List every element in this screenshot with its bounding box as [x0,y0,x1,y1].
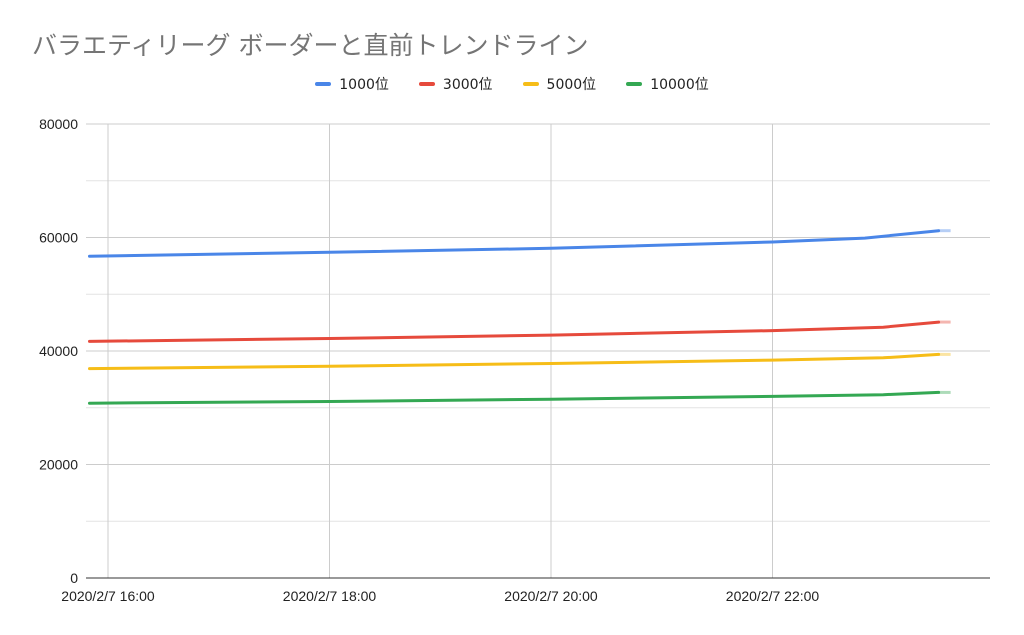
y-tick-label: 80000 [39,116,78,132]
y-tick-label: 20000 [39,457,78,473]
legend-item-2: 3000位 [418,74,493,94]
legend-item-1: 1000位 [315,74,389,94]
series-line-3 [88,352,941,371]
legend: 1000位 3000位 5000位 10000位 [0,74,1024,94]
series-line-4 [88,390,941,405]
x-tick-label: 2020/2/7 18:00 [283,588,377,604]
y-tick-label: 40000 [39,343,78,359]
legend-swatch [418,82,435,86]
y-tick-label: 0 [70,570,78,586]
x-tick-label: 2020/2/7 22:00 [726,588,820,604]
legend-swatch [315,82,332,86]
x-tick-label: 2020/2/7 20:00 [504,588,598,604]
series-line-1 [88,229,941,258]
legend-swatch [522,82,539,86]
legend-swatch [626,82,643,86]
y-tick-label: 60000 [39,230,78,246]
legend-item-4: 10000位 [626,74,709,94]
legend-item-3: 5000位 [522,74,597,94]
legend-label: 5000位 [546,77,597,93]
legend-label: 10000位 [650,77,709,93]
legend-label: 3000位 [442,77,493,93]
series-line-2 [88,320,941,343]
chart-title: バラエティリーグ ボーダーと直前トレンドライン [32,31,589,60]
x-tick-label: 2020/2/7 16:00 [61,588,155,604]
legend-label: 1000位 [339,77,389,93]
